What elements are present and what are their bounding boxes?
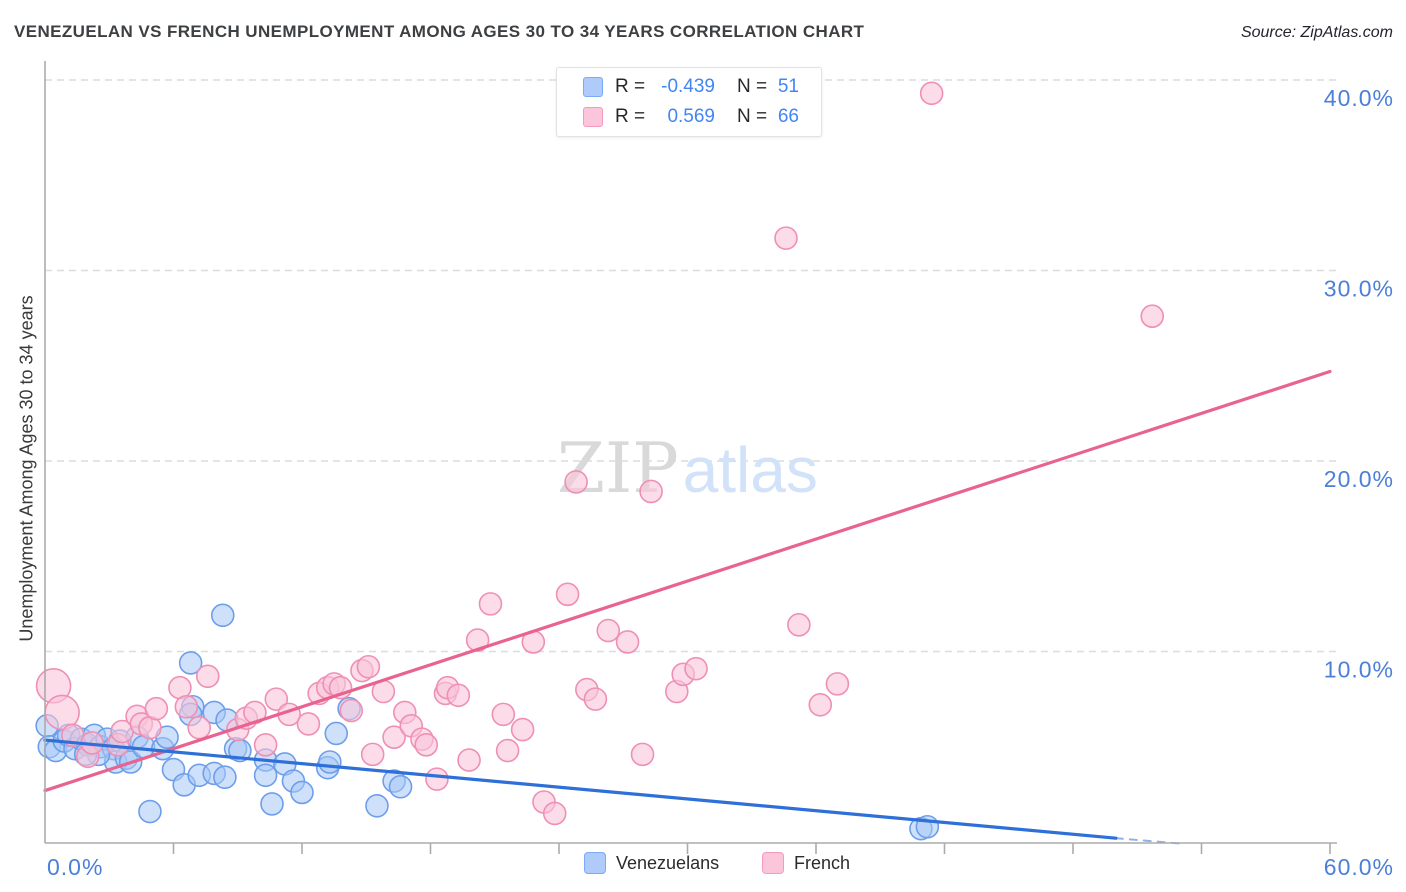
correlation-legend-box: R = -0.439 N = 51 R = 0.569 N = 66 xyxy=(556,67,822,137)
scatter-point-french xyxy=(187,715,211,740)
scatter-point-french xyxy=(564,470,588,494)
scatter-point-french xyxy=(555,582,580,607)
scatter-point-venezuelans xyxy=(324,721,349,746)
n-value-french: 66 xyxy=(777,106,799,127)
scatter-point-french xyxy=(382,725,406,750)
scatter-point-french xyxy=(296,712,321,736)
scatter-point-venezuelans xyxy=(178,651,203,675)
scatter-point-french xyxy=(144,696,169,721)
scatter-point-french xyxy=(414,733,439,757)
x-min-label: 0.0% xyxy=(47,854,103,880)
scatter-point-french xyxy=(774,226,798,250)
french-swatch-icon xyxy=(762,852,784,874)
scatter-point-french xyxy=(630,742,655,767)
scatter-point-french xyxy=(510,717,535,742)
scatter-point-french xyxy=(264,687,289,711)
scatter-point-venezuelans xyxy=(260,792,284,816)
scatter-point-venezuelans xyxy=(253,763,278,788)
scatter-point-french xyxy=(808,693,833,717)
legend-label-french: French xyxy=(794,852,851,873)
scatter-point-french xyxy=(1140,304,1165,329)
scatter-point-french xyxy=(919,81,944,106)
venezuelans-swatch-icon xyxy=(584,852,606,874)
y-tick-label-40: 40.0% xyxy=(1324,85,1394,111)
n-label: N = xyxy=(737,76,768,97)
series-legend: Venezuelans French xyxy=(0,849,1406,879)
y-tick-label-10: 10.0% xyxy=(1324,657,1394,683)
scatter-point-french xyxy=(360,742,385,767)
scatter-point-french xyxy=(339,698,364,723)
scatter-point-venezuelans xyxy=(290,780,314,805)
scatter-point-french xyxy=(478,592,503,616)
y-tick-label-20: 20.0% xyxy=(1324,466,1394,492)
french-swatch-icon xyxy=(583,107,603,127)
x-max-label: 60.0% xyxy=(1324,854,1394,880)
scatter-point-french xyxy=(174,694,199,719)
page-title: VENEZUELAN VS FRENCH UNEMPLOYMENT AMONG … xyxy=(14,22,865,41)
r-value-french: 0.569 xyxy=(667,106,715,127)
n-value-venezuelans: 51 xyxy=(777,76,799,97)
scatter-point-french xyxy=(825,672,850,696)
zipatlas-watermark: ZIPatlas xyxy=(557,429,818,509)
scatter-point-french xyxy=(639,479,663,504)
source-attribution: Source: ZipAtlas.com xyxy=(1240,24,1393,41)
scatter-point-french xyxy=(457,748,481,772)
scatter-point-french xyxy=(253,733,278,757)
scatter-point-french xyxy=(495,738,520,763)
legend-item-french: French xyxy=(762,852,850,874)
r-value-venezuelans: -0.439 xyxy=(661,76,715,97)
legend-row-french: R = 0.569 N = 66 xyxy=(557,104,821,130)
legend-item-venezuelans: Venezuelans xyxy=(584,852,719,874)
scatter-point-french xyxy=(446,683,471,708)
scatter-point-venezuelans xyxy=(210,603,235,628)
scatter-point-french xyxy=(615,630,640,654)
scatter-point-french xyxy=(583,687,608,711)
scatter-point-french xyxy=(491,702,516,727)
r-label: R = xyxy=(615,106,646,127)
y-tick-label-30: 30.0% xyxy=(1324,276,1394,302)
trend-line-venezuelans-solid xyxy=(43,738,1118,840)
scatter-point-french xyxy=(542,801,567,826)
trend-line-french-solid xyxy=(43,369,1332,793)
scatter-point-venezuelans xyxy=(388,774,413,799)
n-label: N = xyxy=(737,106,768,127)
scatter-point-french xyxy=(684,656,708,681)
scatter-point-venezuelans xyxy=(365,794,389,818)
scatter-point-venezuelans xyxy=(213,765,237,790)
legend-label-venezuelans: Venezuelans xyxy=(616,852,720,873)
r-label: R = xyxy=(615,76,646,97)
scatter-point-venezuelans xyxy=(138,799,162,824)
scatter-point-french xyxy=(596,618,621,643)
scatter-point-french xyxy=(356,654,381,679)
legend-row-venezuelans: R = -0.439 N = 51 xyxy=(557,74,821,100)
scatter-point-french xyxy=(787,613,811,637)
scatter-point-venezuelans xyxy=(318,750,342,774)
scatter-point-french xyxy=(425,767,449,791)
venezuelans-swatch-icon xyxy=(583,77,603,97)
scatter-point-french xyxy=(195,664,220,689)
